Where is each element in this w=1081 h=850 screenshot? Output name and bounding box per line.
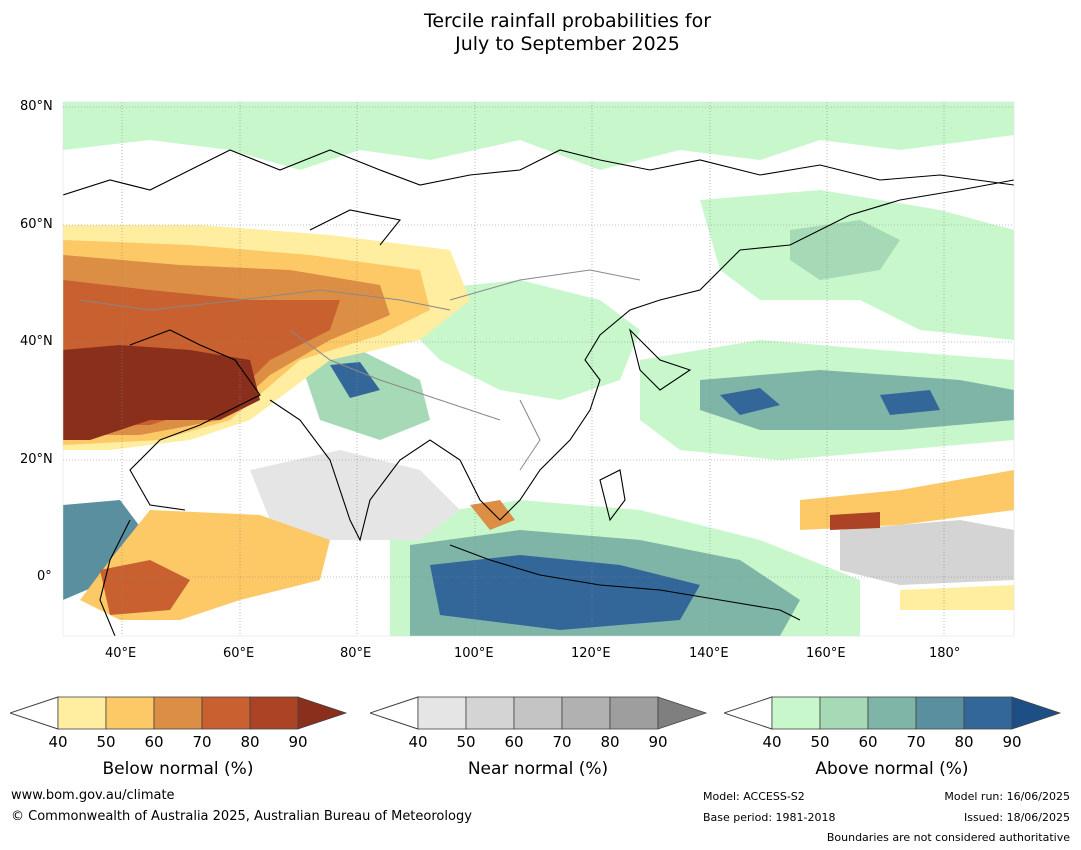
lon-label-120e: 120°E <box>571 646 611 661</box>
lon-label-40e: 40°E <box>105 646 137 661</box>
above-normal-region-tibet <box>300 350 430 440</box>
above-normal-region-tibet-core <box>330 362 380 398</box>
lat-label-40n: 40°N <box>20 334 53 349</box>
colorbar-below-tick: 50 <box>96 733 116 751</box>
country-boundaries <box>79 269 641 471</box>
colorbar-near-tick: 40 <box>408 733 428 751</box>
lat-label-0: 0° <box>37 569 52 584</box>
colorbar-above-segment <box>819 696 869 730</box>
above-normal-region-africa <box>63 500 150 600</box>
colorbar-below-tick: 60 <box>144 733 164 751</box>
lat-label-80n: 80°N <box>20 99 53 114</box>
lon-label-160e: 160°E <box>806 646 846 661</box>
footer-boundaries: Boundaries are not considered authoritat… <box>826 831 1070 844</box>
below-normal-region-arabian-sea-core <box>100 560 190 615</box>
colorbar-above-tick: 90 <box>1002 733 1022 751</box>
colorbar-near-title: Near normal (%) <box>467 759 609 779</box>
colorbar-below-tick: 80 <box>240 733 260 751</box>
colorbar-near-max-arrow <box>657 696 708 730</box>
colorbar-near-tick: 80 <box>600 733 620 751</box>
colorbar-below-tick: 40 <box>48 733 68 751</box>
colorbar-below-segment <box>153 696 203 730</box>
colorbar-below-segment <box>249 696 299 730</box>
title-line-1: Tercile rainfall probabilities for <box>423 10 712 32</box>
footer-model-run: Model run: 16/06/2025 <box>944 790 1070 803</box>
colorbar-below-segment <box>57 696 107 730</box>
colorbar-near-tick: 90 <box>648 733 668 751</box>
colorbar-near-tick: 60 <box>504 733 524 751</box>
colorbar-below-segment <box>105 696 155 730</box>
footer-issued: Issued: 18/06/2025 <box>963 811 1070 824</box>
near-normal-region-pacific <box>840 520 1014 585</box>
lat-label-60n: 60°N <box>20 217 53 232</box>
footer-website: www.bom.gov.au/climate <box>11 788 175 803</box>
colorbar-below-tick: 70 <box>192 733 212 751</box>
colorbar-above-segment <box>771 696 821 730</box>
colorbar-near-segment <box>561 696 611 730</box>
map-frame <box>62 101 1015 637</box>
below-normal-region-middle-east <box>63 345 260 440</box>
above-normal-region-arctic <box>63 102 1014 170</box>
colorbar-above-segment <box>963 696 1013 730</box>
lat-label-20n: 20°N <box>20 452 53 467</box>
colorbar-above-normal <box>724 696 1062 730</box>
chart-title: Tercile rainfall probabilities for July … <box>0 10 1081 56</box>
near-normal-region-india <box>250 450 460 540</box>
colorbar-below-normal <box>10 696 348 730</box>
footer-base-period: Base period: 1981-2018 <box>703 811 836 824</box>
gridlines <box>63 102 1014 636</box>
title-line-2: July to September 2025 <box>455 33 680 55</box>
colorbar-near-tick: 70 <box>552 733 572 751</box>
colorbar-near-tick: 50 <box>456 733 476 751</box>
above-normal-region-wpacific-core <box>720 388 940 415</box>
colorbar-below-segment <box>201 696 251 730</box>
lon-label-140e: 140°E <box>689 646 729 661</box>
colorbar-above-max-arrow <box>1011 696 1062 730</box>
colorbar-near-min-arrow <box>370 696 419 730</box>
colorbar-above-tick: 70 <box>906 733 926 751</box>
above-normal-region-npacific-mid <box>790 220 900 280</box>
colorbar-above-segment <box>915 696 965 730</box>
colorbar-near-segment <box>465 696 515 730</box>
lon-label-80e: 80°E <box>340 646 372 661</box>
colorbar-below-max-arrow <box>297 696 348 730</box>
colorbar-above-title: Above normal (%) <box>815 759 969 779</box>
coastlines <box>63 149 1014 636</box>
colorbar-near-segment <box>417 696 467 730</box>
colorbar-below-tick: 90 <box>288 733 308 751</box>
colorbar-above-tick: 50 <box>810 733 830 751</box>
lon-label-180: 180° <box>929 646 961 661</box>
above-normal-region-wpacific-mid <box>700 370 1014 430</box>
colorbar-above-segment <box>867 696 917 730</box>
colorbar-near-segment <box>513 696 563 730</box>
colorbar-below-min-arrow <box>10 696 59 730</box>
colorbar-above-tick: 80 <box>954 733 974 751</box>
colorbar-near-normal <box>370 696 708 730</box>
colorbar-above-min-arrow <box>724 696 773 730</box>
colorbar-above-tick: 40 <box>762 733 782 751</box>
below-normal-region-pacific-south <box>900 585 1014 610</box>
above-normal-region-casia <box>410 280 640 400</box>
above-normal-region-maritime-core <box>430 555 700 630</box>
lon-label-60e: 60°E <box>223 646 255 661</box>
footer-copyright: © Commonwealth of Australia 2025, Austra… <box>11 809 472 824</box>
lon-label-100e: 100°E <box>454 646 494 661</box>
below-normal-region-indochina <box>470 500 515 530</box>
colorbar-above-tick: 60 <box>858 733 878 751</box>
colorbar-below-title: Below normal (%) <box>102 759 254 779</box>
below-normal-region-pacific-strip-core <box>830 512 880 530</box>
colorbar-near-segment <box>609 696 659 730</box>
footer-model: Model: ACCESS-S2 <box>703 790 805 803</box>
